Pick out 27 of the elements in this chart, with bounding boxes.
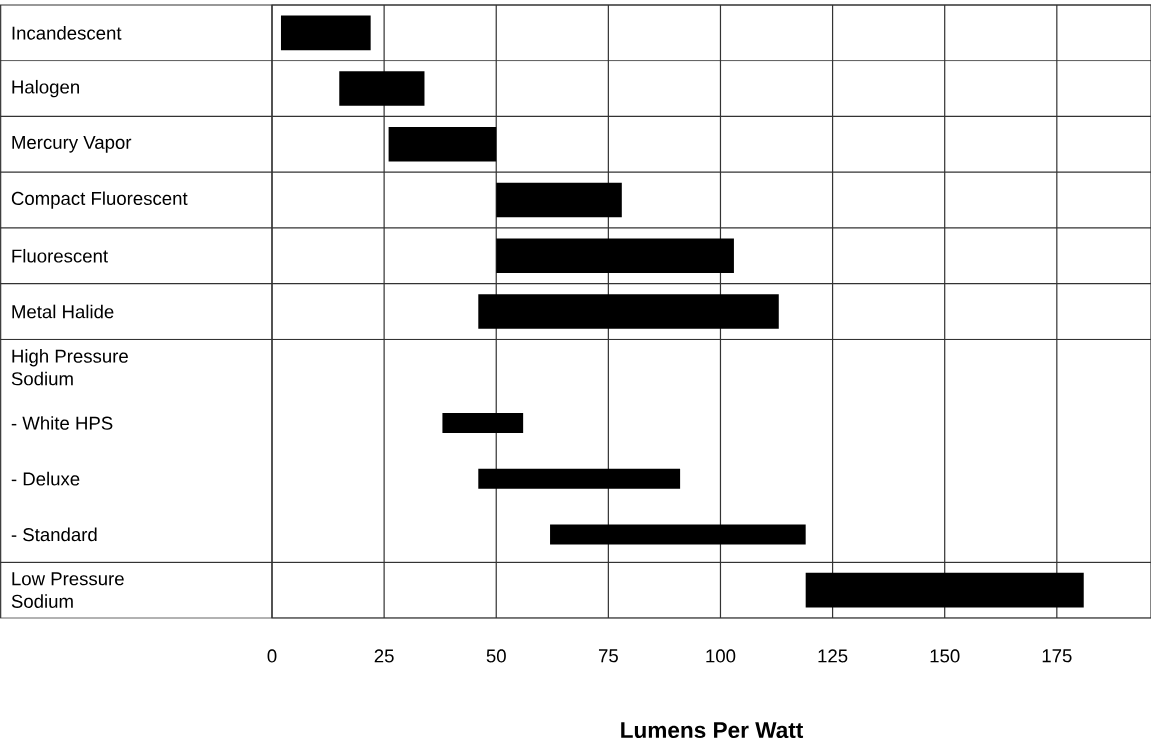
bar [339, 71, 425, 106]
y-tick-label: Halogen [12, 79, 79, 98]
y-tick-label: Low Pressure Sodium [11, 572, 124, 608]
bar [496, 238, 734, 274]
bar [478, 294, 779, 329]
x-tick-label: 150 [930, 649, 960, 663]
x-tick-label: 125 [818, 649, 848, 663]
bar [496, 182, 622, 218]
y-tick-label: Fluorescent [12, 248, 108, 263]
x-tick-label: 75 [598, 649, 618, 663]
x-tick-label: 100 [706, 649, 736, 663]
y-tick-label: - Standard [11, 527, 97, 542]
y-tick-label: Mercury Vapor [12, 136, 132, 153]
bar [280, 15, 371, 51]
x-axis-title: Lumens Per Watt [621, 722, 804, 739]
y-tick-label: High Pressure Sodium [11, 349, 128, 386]
x-tick-label: 0 [267, 649, 277, 663]
bar [805, 572, 1084, 608]
y-tick-label: Compact Fluorescent [11, 191, 188, 209]
y-tick-label: Incandescent [12, 26, 122, 40]
bar [388, 127, 497, 162]
x-tick-label: 50 [486, 649, 506, 663]
y-tick-label: - White HPS [11, 416, 113, 430]
x-tick-label: 25 [374, 649, 394, 663]
y-tick-label: Metal Halide [12, 304, 114, 319]
x-tick-label: 175 [1042, 649, 1072, 663]
y-tick-label: - Deluxe [11, 471, 80, 486]
